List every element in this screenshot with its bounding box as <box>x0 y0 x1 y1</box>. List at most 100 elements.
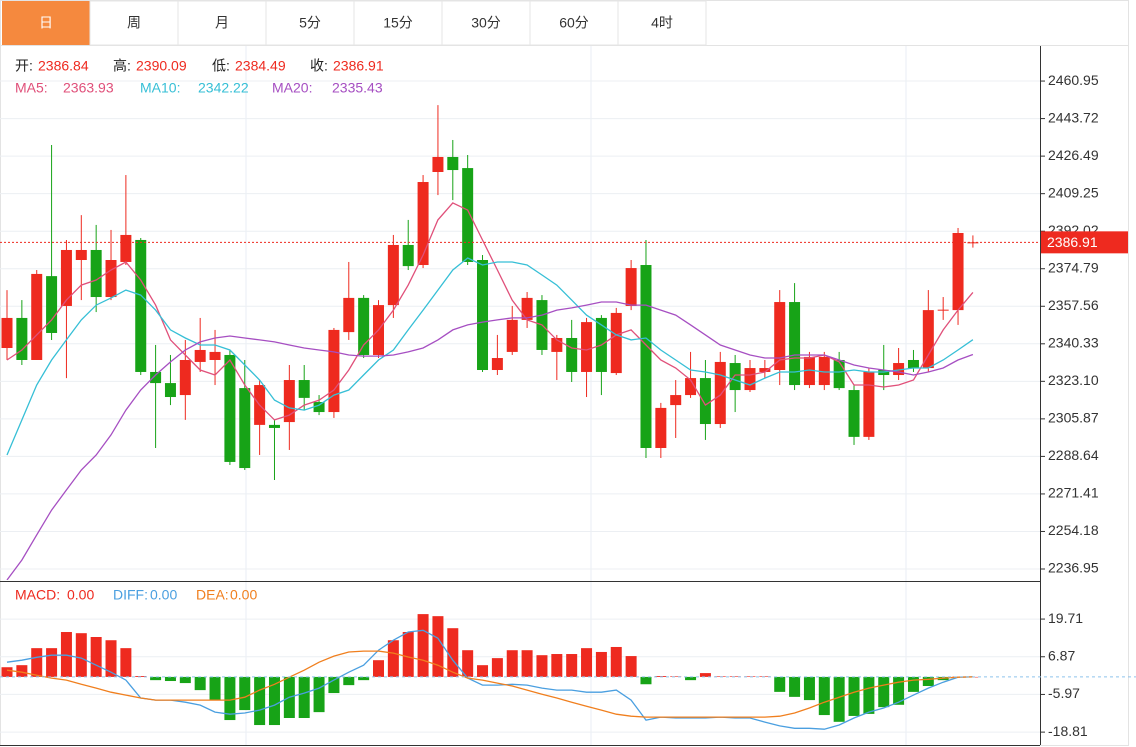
legend-name: MA20: <box>272 80 312 96</box>
macd-bar <box>224 676 236 721</box>
y-tick-label: 2288.64 <box>1048 447 1099 463</box>
candle-body <box>417 182 429 266</box>
macd-bar <box>387 640 399 677</box>
tab-label[interactable]: 4时 <box>651 15 673 31</box>
candle-body <box>863 371 875 437</box>
legend-name: MA5: <box>15 80 48 96</box>
macd-bar <box>893 676 905 705</box>
macd-bar <box>506 650 518 677</box>
macd-bar <box>536 655 548 677</box>
candle-body <box>670 395 682 406</box>
current-price-label: 2386.91 <box>1047 234 1098 250</box>
candle-body <box>833 359 845 389</box>
candle-body <box>46 276 58 333</box>
tab-label[interactable]: 周 <box>127 15 141 31</box>
tab[interactable] <box>617 0 707 46</box>
candle-body <box>744 368 756 391</box>
tab[interactable] <box>265 0 355 46</box>
macd-bar <box>343 676 355 686</box>
candle-body <box>194 349 206 362</box>
macd-legend-value: 0.00 <box>230 587 257 603</box>
ohlc-value: 2386.91 <box>333 58 384 74</box>
y-tick-label: 2271.41 <box>1048 485 1099 501</box>
y-tick-label: 2236.95 <box>1048 560 1099 576</box>
macd-bar <box>848 676 860 716</box>
macd-bar <box>90 637 102 677</box>
macd-bar <box>31 648 43 677</box>
candle-body <box>462 168 474 262</box>
macd-bar <box>417 614 429 677</box>
y-tick-label: 2426.49 <box>1048 147 1099 163</box>
macd-bar <box>1 667 13 677</box>
ohlc-value: 2384.49 <box>235 58 286 74</box>
macd-bar <box>581 648 593 677</box>
macd-bar <box>120 648 132 677</box>
candle-body <box>120 234 132 262</box>
candle-body <box>922 310 934 369</box>
candle-body <box>105 260 117 298</box>
candle-body <box>685 378 697 396</box>
candle-body <box>387 244 399 306</box>
candle-body <box>551 337 563 352</box>
macd-bar <box>610 646 622 677</box>
y-tick-label: 2305.87 <box>1048 410 1099 426</box>
candle-body <box>759 368 771 372</box>
candle-body <box>298 380 310 398</box>
candle-body <box>640 265 652 448</box>
current-price-box <box>1041 231 1128 254</box>
macd-bar <box>640 676 652 685</box>
macd-bar <box>209 676 221 701</box>
tab[interactable] <box>177 0 267 46</box>
candle-body <box>566 337 578 372</box>
macd-bar <box>194 676 206 691</box>
tab-label[interactable]: 60分 <box>559 15 589 31</box>
candle-body <box>135 239 147 372</box>
macd-bar <box>774 676 786 692</box>
candle-body <box>60 249 72 306</box>
ma-line <box>6 301 974 580</box>
tab-label[interactable]: 月 <box>215 15 229 31</box>
candle-body <box>328 329 340 413</box>
tab[interactable] <box>353 0 443 46</box>
macd-bar <box>105 640 117 677</box>
macd-bar <box>699 673 711 677</box>
tab[interactable] <box>2 1 90 45</box>
macd-bar <box>432 616 444 677</box>
y-tick-label: 19.71 <box>1048 610 1083 626</box>
macd-bar <box>818 676 830 716</box>
candle-body <box>447 156 459 171</box>
macd-bar <box>566 654 578 677</box>
ohlc-value: 2390.09 <box>136 58 187 74</box>
tab-label[interactable]: 30分 <box>471 15 501 31</box>
tab-label[interactable]: 15分 <box>383 15 413 31</box>
y-tick-label: -5.97 <box>1048 685 1080 701</box>
macd-bar <box>878 676 890 708</box>
ohlc-label: 低: <box>212 58 230 74</box>
macd-bar <box>462 650 474 677</box>
tab-label[interactable]: 5分 <box>299 15 321 31</box>
candle-body <box>90 249 102 298</box>
macd-bar <box>803 676 815 701</box>
macd-bar <box>402 632 414 677</box>
candle-body <box>803 356 815 386</box>
tab[interactable] <box>529 0 619 46</box>
macd-bar <box>358 676 370 681</box>
macd-bar <box>477 665 489 677</box>
candle-body <box>31 273 43 360</box>
ma-line <box>6 202 974 421</box>
macd-legend-name: MACD: <box>15 587 60 603</box>
macd-bar <box>789 676 801 697</box>
tab-label[interactable]: 日 <box>39 15 53 31</box>
candle-body <box>699 378 711 425</box>
candle-body <box>75 249 87 261</box>
macd-bar <box>670 676 682 677</box>
candle-body <box>625 268 637 306</box>
candle-body <box>224 354 236 462</box>
macd-bar <box>150 676 162 681</box>
candle-body <box>581 322 593 372</box>
macd-bar <box>298 676 310 718</box>
candle-body <box>506 319 518 352</box>
tab[interactable] <box>441 0 531 46</box>
macd-bar <box>491 658 503 677</box>
